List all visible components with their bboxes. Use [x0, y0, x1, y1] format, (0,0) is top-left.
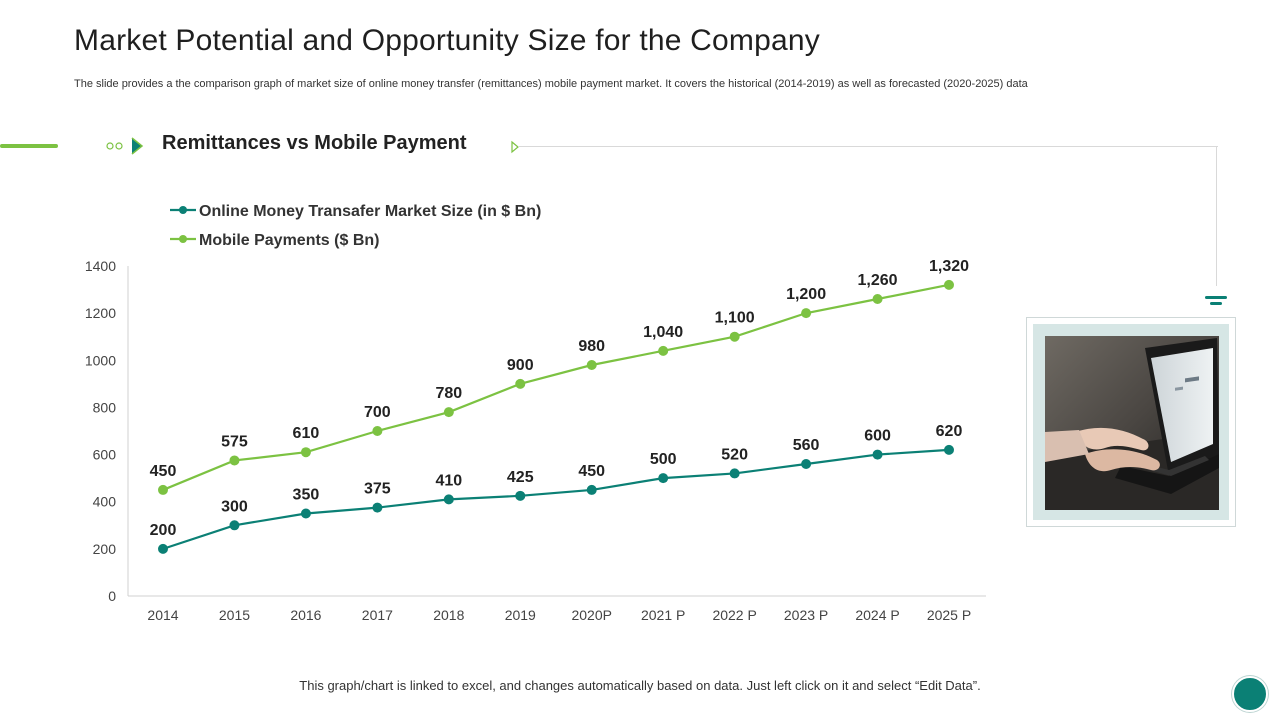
data-point: [372, 426, 383, 436]
x-tick-label: 2015: [219, 607, 250, 623]
data-point: [443, 494, 454, 505]
data-point: [872, 449, 883, 460]
data-point: [944, 279, 954, 290]
data-point: [229, 455, 240, 466]
x-tick-label: 2022 P: [712, 607, 756, 623]
x-tick-label: 2021 P: [641, 607, 685, 623]
data-point: [300, 508, 311, 519]
corner-badge[interactable]: [1232, 676, 1268, 712]
data-label: 200: [150, 522, 177, 539]
data-label: 980: [578, 338, 605, 355]
data-label: 700: [364, 404, 391, 421]
data-point: [300, 447, 311, 458]
data-point: [801, 459, 812, 469]
data-point: [872, 294, 883, 304]
data-label: 350: [293, 487, 320, 504]
frame-line-right: [1216, 146, 1217, 286]
data-label: 900: [507, 357, 534, 374]
x-tick-label: 2016: [290, 607, 321, 623]
frame-line-top: [518, 146, 1218, 147]
data-point: [515, 378, 526, 389]
data-label: 610: [293, 425, 320, 442]
data-point: [443, 407, 454, 418]
data-point: [158, 484, 168, 495]
chevron-right-icon: [131, 137, 144, 155]
data-label: 425: [507, 469, 534, 486]
page-subtitle: The slide provides a the comparison grap…: [74, 78, 1028, 90]
y-tick-label: 1200: [85, 305, 116, 321]
data-point: [944, 444, 954, 455]
data-label: 450: [578, 463, 605, 480]
x-tick-label: 2017: [362, 607, 393, 623]
data-point: [372, 502, 383, 513]
data-point: [586, 360, 597, 370]
data-label: 300: [221, 498, 248, 515]
chart-footnote: This graph/chart is linked to excel, and…: [299, 678, 981, 693]
data-point: [729, 331, 740, 342]
data-point: [658, 473, 669, 484]
y-tick-label: 400: [93, 494, 117, 510]
photo-frame: [1026, 317, 1236, 527]
data-label: 780: [435, 385, 462, 402]
y-tick-label: 600: [93, 447, 117, 463]
data-label: 620: [936, 423, 963, 440]
data-point: [515, 490, 526, 501]
accent-line: [0, 144, 58, 148]
legend-marker: [179, 206, 187, 214]
data-label: 500: [650, 451, 677, 468]
line-chart[interactable]: 0 200 400 600 800 1000 1200 1400 2014 2015 2016 201…: [0, 0, 1000, 640]
legend-marker: [179, 235, 187, 243]
y-tick-label: 1400: [85, 258, 116, 274]
x-tick-label: 2018: [433, 607, 464, 623]
data-label: 1,040: [643, 324, 683, 341]
accent-dots-icon: [106, 142, 123, 150]
y-tick-label: 1000: [85, 352, 116, 368]
data-label: 520: [721, 446, 748, 463]
page-title: Market Potential and Opportunity Size fo…: [74, 24, 820, 57]
menu-lines-icon: [1205, 296, 1227, 305]
data-label: 600: [864, 428, 891, 445]
data-label: 1,260: [858, 272, 898, 289]
data-label: 375: [364, 481, 391, 498]
series-line-1: [162, 448, 950, 550]
data-label: 1,100: [715, 310, 755, 327]
x-tick-label: 2023 P: [784, 607, 828, 623]
y-tick-label: 800: [93, 399, 117, 415]
data-point: [729, 468, 740, 479]
data-label: 450: [150, 463, 177, 480]
data-point: [586, 484, 597, 495]
x-tick-label: 2024 P: [855, 607, 899, 623]
x-tick-label: 2019: [505, 607, 536, 623]
data-label: 560: [793, 437, 820, 454]
x-tick-label: 2014: [147, 607, 178, 623]
x-tick-label: 2025 P: [927, 607, 971, 623]
laptop-typing-photo: [1045, 336, 1219, 510]
data-label: 575: [221, 433, 248, 450]
data-label: 1,200: [786, 286, 826, 303]
legend-label: Mobile Payments ($ Bn): [199, 232, 379, 249]
data-label: 410: [435, 472, 462, 489]
data-point: [158, 543, 168, 554]
x-tick-label: 2020P: [571, 607, 611, 623]
series-line-2: [162, 283, 950, 491]
chevron-outline-icon: [511, 140, 519, 154]
y-tick-label: 0: [108, 588, 116, 604]
data-point: [801, 308, 812, 319]
data-point: [658, 345, 669, 356]
data-label: 1,320: [929, 258, 969, 275]
data-point: [229, 520, 240, 531]
y-tick-label: 200: [93, 541, 117, 557]
section-title: Remittances vs Mobile Payment: [162, 132, 467, 154]
legend-label: Online Money Transafer Market Size (in $…: [199, 203, 541, 220]
